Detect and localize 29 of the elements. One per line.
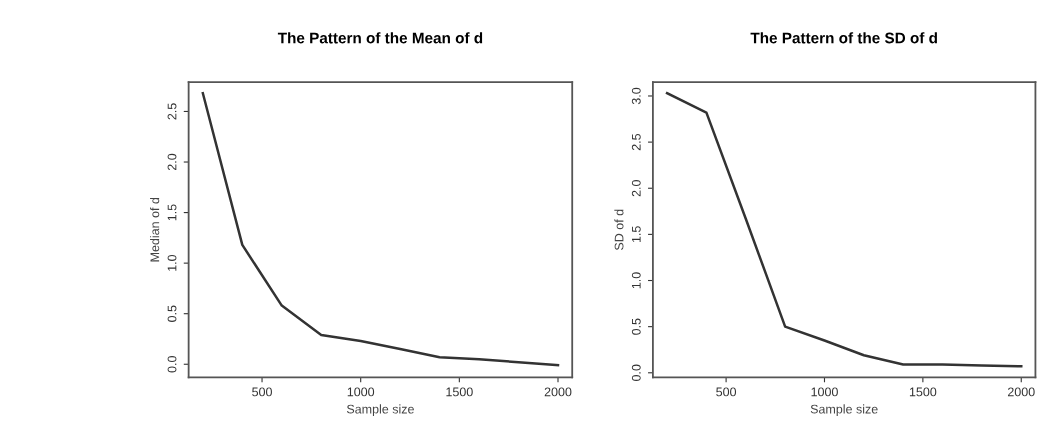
x-tick-label: 1500 — [446, 387, 473, 397]
y-tick-label: 1.5 — [631, 226, 641, 243]
y-tick-label: 3.0 — [631, 87, 641, 105]
y-tick-label: 1.0 — [167, 254, 177, 271]
y-tick-label: 2.0 — [167, 153, 177, 171]
y-axis-title: Median of d — [150, 197, 160, 262]
chart-title: The Pattern of the SD of d — [750, 32, 937, 44]
line-series — [201, 92, 560, 367]
y-tick-label: 0.5 — [631, 318, 641, 335]
y-tick-label: 0.0 — [167, 356, 177, 373]
y-tick-label: 2.5 — [631, 133, 641, 151]
y-tick-label: 2.0 — [631, 180, 641, 197]
y-tick-label: 1.0 — [631, 272, 641, 289]
chart-title: The Pattern of the Mean of d — [277, 32, 483, 44]
y-tick-label: 1.5 — [167, 204, 177, 221]
line-series — [665, 91, 1023, 368]
x-tick-label: 500 — [252, 387, 272, 397]
x-tick-label: 500 — [716, 387, 737, 397]
x-tick-label: 1500 — [909, 387, 937, 397]
x-tick-label: 1000 — [811, 387, 838, 397]
y-axis-title: SD of d — [614, 209, 624, 251]
x-tick-label: 2000 — [544, 387, 572, 397]
x-axis-title: Sample size — [810, 404, 878, 416]
y-tick-label: 2.5 — [167, 103, 177, 120]
x-axis-title: Sample size — [346, 404, 414, 416]
y-tick-label: 0.0 — [631, 364, 641, 381]
x-tick-label: 2000 — [1007, 387, 1035, 397]
y-tick-label: 0.5 — [167, 305, 177, 322]
x-tick-label: 1000 — [347, 387, 375, 397]
